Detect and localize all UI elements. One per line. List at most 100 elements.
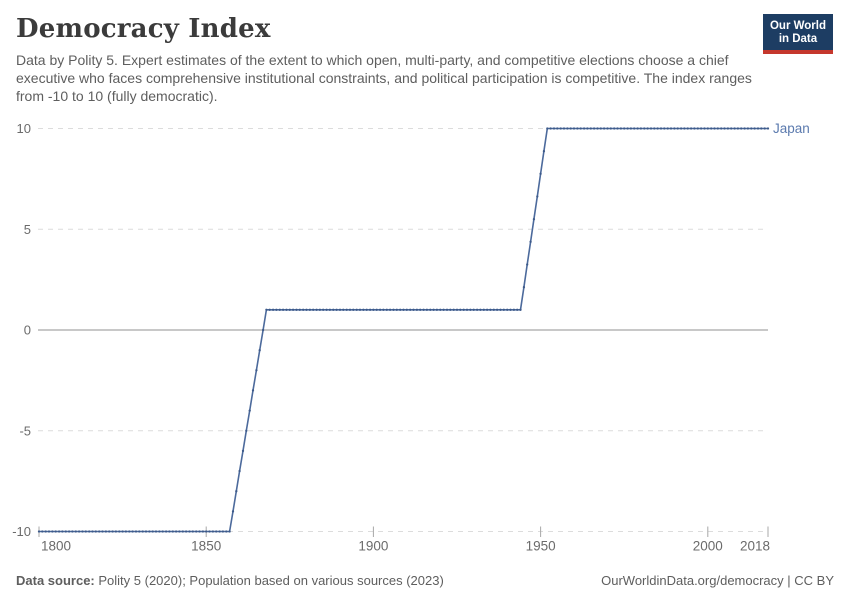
series-point bbox=[566, 127, 569, 130]
series-point bbox=[579, 127, 582, 130]
series-point bbox=[492, 308, 495, 311]
series-point bbox=[84, 530, 87, 533]
series-point bbox=[666, 127, 669, 130]
series-point bbox=[399, 308, 402, 311]
democracy-index-line-chart[interactable]: 10 5 0 -5 -10 1800 1850 1900 1950 2000 2018 Japan bbox=[0, 110, 850, 570]
series-point bbox=[582, 127, 586, 130]
chart-header: Democracy Index Data by Polity 5. Expert… bbox=[16, 14, 834, 105]
series-point bbox=[509, 308, 512, 311]
series-point bbox=[713, 127, 716, 130]
series-point bbox=[251, 389, 255, 392]
series-point bbox=[495, 308, 499, 311]
series-point bbox=[302, 308, 305, 311]
x-tick-label-1900: 1900 bbox=[358, 539, 388, 554]
series-point bbox=[288, 308, 291, 311]
x-tick-label-1850: 1850 bbox=[191, 539, 221, 554]
series-point bbox=[415, 308, 419, 311]
series-point bbox=[656, 127, 659, 130]
series-point bbox=[131, 530, 134, 533]
series-point bbox=[315, 308, 318, 311]
series-point bbox=[562, 127, 566, 130]
series-point bbox=[703, 127, 706, 130]
series-point bbox=[663, 127, 666, 130]
series-point bbox=[710, 127, 713, 130]
series-point bbox=[168, 530, 171, 533]
series-point bbox=[526, 263, 529, 266]
chart-title: Democracy Index bbox=[16, 14, 271, 44]
series-point bbox=[295, 308, 298, 311]
series-point bbox=[482, 308, 485, 311]
series-point bbox=[756, 127, 760, 130]
series-point bbox=[47, 530, 51, 533]
owid-logo[interactable]: Our World in Data bbox=[762, 14, 833, 54]
series-point bbox=[683, 127, 686, 130]
series-point bbox=[325, 308, 328, 311]
series-point bbox=[542, 150, 546, 153]
series-point bbox=[138, 530, 141, 533]
series-point bbox=[365, 308, 368, 311]
y-tick-label-0: 0 bbox=[24, 323, 31, 338]
series-point bbox=[699, 127, 703, 130]
series-point bbox=[576, 127, 579, 130]
series-label-japan[interactable]: Japan bbox=[773, 121, 810, 136]
series-point bbox=[144, 530, 148, 533]
series-point bbox=[609, 127, 612, 130]
series-point bbox=[626, 127, 629, 130]
series-point bbox=[395, 308, 398, 311]
series-point bbox=[475, 308, 479, 311]
series-point bbox=[659, 127, 663, 130]
series-point bbox=[730, 127, 733, 130]
x-tick-label-2018: 2018 bbox=[740, 539, 770, 554]
series-point bbox=[736, 127, 740, 130]
series-point bbox=[215, 530, 218, 533]
series-point bbox=[532, 218, 536, 221]
series-point bbox=[128, 530, 131, 533]
series-point bbox=[519, 308, 522, 311]
series-point bbox=[459, 308, 462, 311]
series-point bbox=[275, 308, 278, 311]
series-point bbox=[382, 308, 385, 311]
y-tick-label--5: -5 bbox=[19, 423, 31, 438]
series-point bbox=[338, 308, 342, 311]
series-point bbox=[37, 530, 41, 533]
series-point bbox=[445, 308, 449, 311]
series-point bbox=[512, 308, 516, 311]
series-point bbox=[586, 127, 589, 130]
series-point bbox=[602, 127, 606, 130]
series-point bbox=[766, 127, 770, 130]
series-point bbox=[121, 530, 124, 533]
series-point bbox=[114, 530, 118, 533]
series-point bbox=[716, 127, 719, 130]
series-point bbox=[753, 127, 756, 130]
series-point bbox=[91, 530, 94, 533]
series-point bbox=[98, 530, 101, 533]
series-point bbox=[228, 530, 231, 533]
series-point bbox=[231, 510, 235, 513]
credit-link[interactable]: OurWorldinData.org/democracy | CC BY bbox=[601, 573, 834, 588]
series-point bbox=[57, 530, 61, 533]
series-point bbox=[268, 308, 271, 311]
series-point bbox=[679, 127, 683, 130]
chart-footer: Data source: Polity 5 (2020); Population… bbox=[16, 573, 834, 588]
series-point bbox=[589, 127, 592, 130]
series-point bbox=[596, 127, 599, 130]
series-point bbox=[412, 308, 415, 311]
series-point bbox=[760, 127, 763, 130]
series-point bbox=[108, 530, 111, 533]
series-point bbox=[506, 308, 509, 311]
series-point bbox=[536, 195, 539, 198]
series-point bbox=[148, 530, 151, 533]
series-point bbox=[720, 127, 723, 130]
series-point bbox=[502, 308, 505, 311]
owid-logo-line1: Our World bbox=[769, 20, 826, 32]
series-point bbox=[352, 308, 355, 311]
series-point bbox=[195, 530, 198, 533]
series-point bbox=[355, 308, 358, 311]
series-point bbox=[539, 172, 542, 175]
series-point bbox=[104, 530, 108, 533]
series-point bbox=[332, 308, 335, 311]
y-tick-label--10: -10 bbox=[12, 524, 31, 539]
series-point bbox=[188, 530, 191, 533]
series-point bbox=[449, 308, 452, 311]
